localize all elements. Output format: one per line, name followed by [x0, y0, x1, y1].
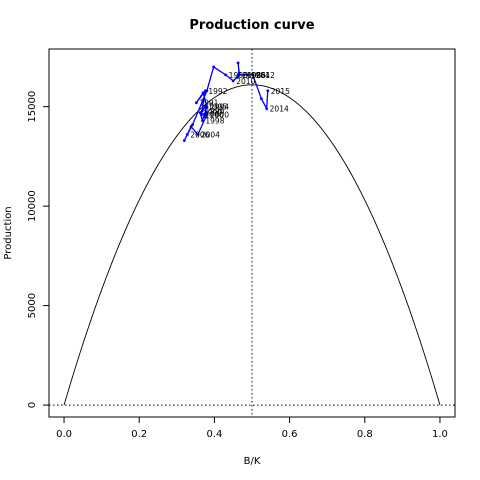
data-point	[194, 101, 198, 105]
x-axis-label: B/K	[244, 456, 261, 467]
data-point	[198, 111, 202, 115]
data-point	[265, 107, 269, 111]
y-tick-label: 15000	[27, 91, 38, 123]
data-point	[242, 73, 246, 77]
chart-title: Production curve	[189, 18, 314, 33]
data-point	[205, 113, 209, 117]
data-point	[189, 125, 193, 128]
year-label: 1984	[251, 71, 270, 80]
data-point	[203, 105, 207, 109]
data-point	[202, 115, 206, 119]
data-point	[200, 109, 204, 113]
year-label: 2010	[236, 77, 255, 86]
data-point	[236, 61, 240, 65]
year-label: 1994	[210, 103, 229, 112]
year-label: 1992	[208, 87, 227, 96]
year-label: 2006	[190, 131, 209, 140]
data-point	[231, 79, 235, 83]
data-point	[259, 97, 263, 101]
year-label: 2014	[270, 105, 289, 114]
year-label: 1986	[247, 71, 266, 80]
year-label: 1999	[203, 109, 222, 118]
year-label: 1998	[205, 117, 224, 126]
data-point	[237, 73, 241, 77]
data-point	[212, 65, 216, 69]
year-label: 2008	[242, 71, 261, 80]
x-tick-label: 0.0	[56, 429, 72, 440]
year-label: 1996	[205, 107, 224, 116]
y-tick-label: 5000	[27, 293, 38, 318]
y-axis: 0 5000 10000 15000	[27, 91, 49, 408]
y-axis-label: Production	[3, 206, 14, 259]
year-label: 1995	[208, 103, 227, 112]
data-point	[196, 133, 200, 136]
reference-lines	[49, 49, 455, 417]
data-point	[236, 75, 240, 79]
production-curve	[63, 84, 441, 406]
data-point	[182, 139, 186, 142]
x-tick-label: 0.2	[131, 429, 147, 440]
x-tick-label: 1.0	[432, 429, 448, 440]
data-point	[224, 73, 228, 77]
biomass-series	[182, 61, 270, 142]
data-point	[266, 89, 270, 93]
data-point	[246, 73, 250, 77]
production-curve-line	[63, 84, 441, 406]
data-point	[251, 73, 255, 77]
year-label: 2015	[271, 87, 290, 96]
x-tick-label: 0.8	[357, 429, 373, 440]
data-point	[205, 89, 209, 93]
year-label: 1991	[199, 99, 218, 108]
year-label: 2000	[210, 111, 229, 120]
y-tick-label: 10000	[27, 190, 38, 222]
x-tick-label: 0.6	[282, 429, 298, 440]
year-label: 2012	[256, 71, 275, 80]
y-tick-label: 0	[27, 402, 38, 408]
x-tick-label: 0.4	[206, 429, 222, 440]
x-axis: 0.0 0.2 0.4 0.6 0.8 1.0	[56, 417, 448, 440]
data-point	[200, 113, 204, 117]
data-point	[237, 71, 241, 75]
data-point	[185, 133, 189, 136]
year-label: 1990	[205, 111, 224, 120]
data-point	[200, 119, 204, 123]
year-label: 1988	[229, 71, 248, 80]
data-point	[202, 97, 206, 101]
data-point	[201, 91, 205, 95]
year-label: 2004	[201, 131, 220, 140]
data-point	[191, 123, 195, 126]
